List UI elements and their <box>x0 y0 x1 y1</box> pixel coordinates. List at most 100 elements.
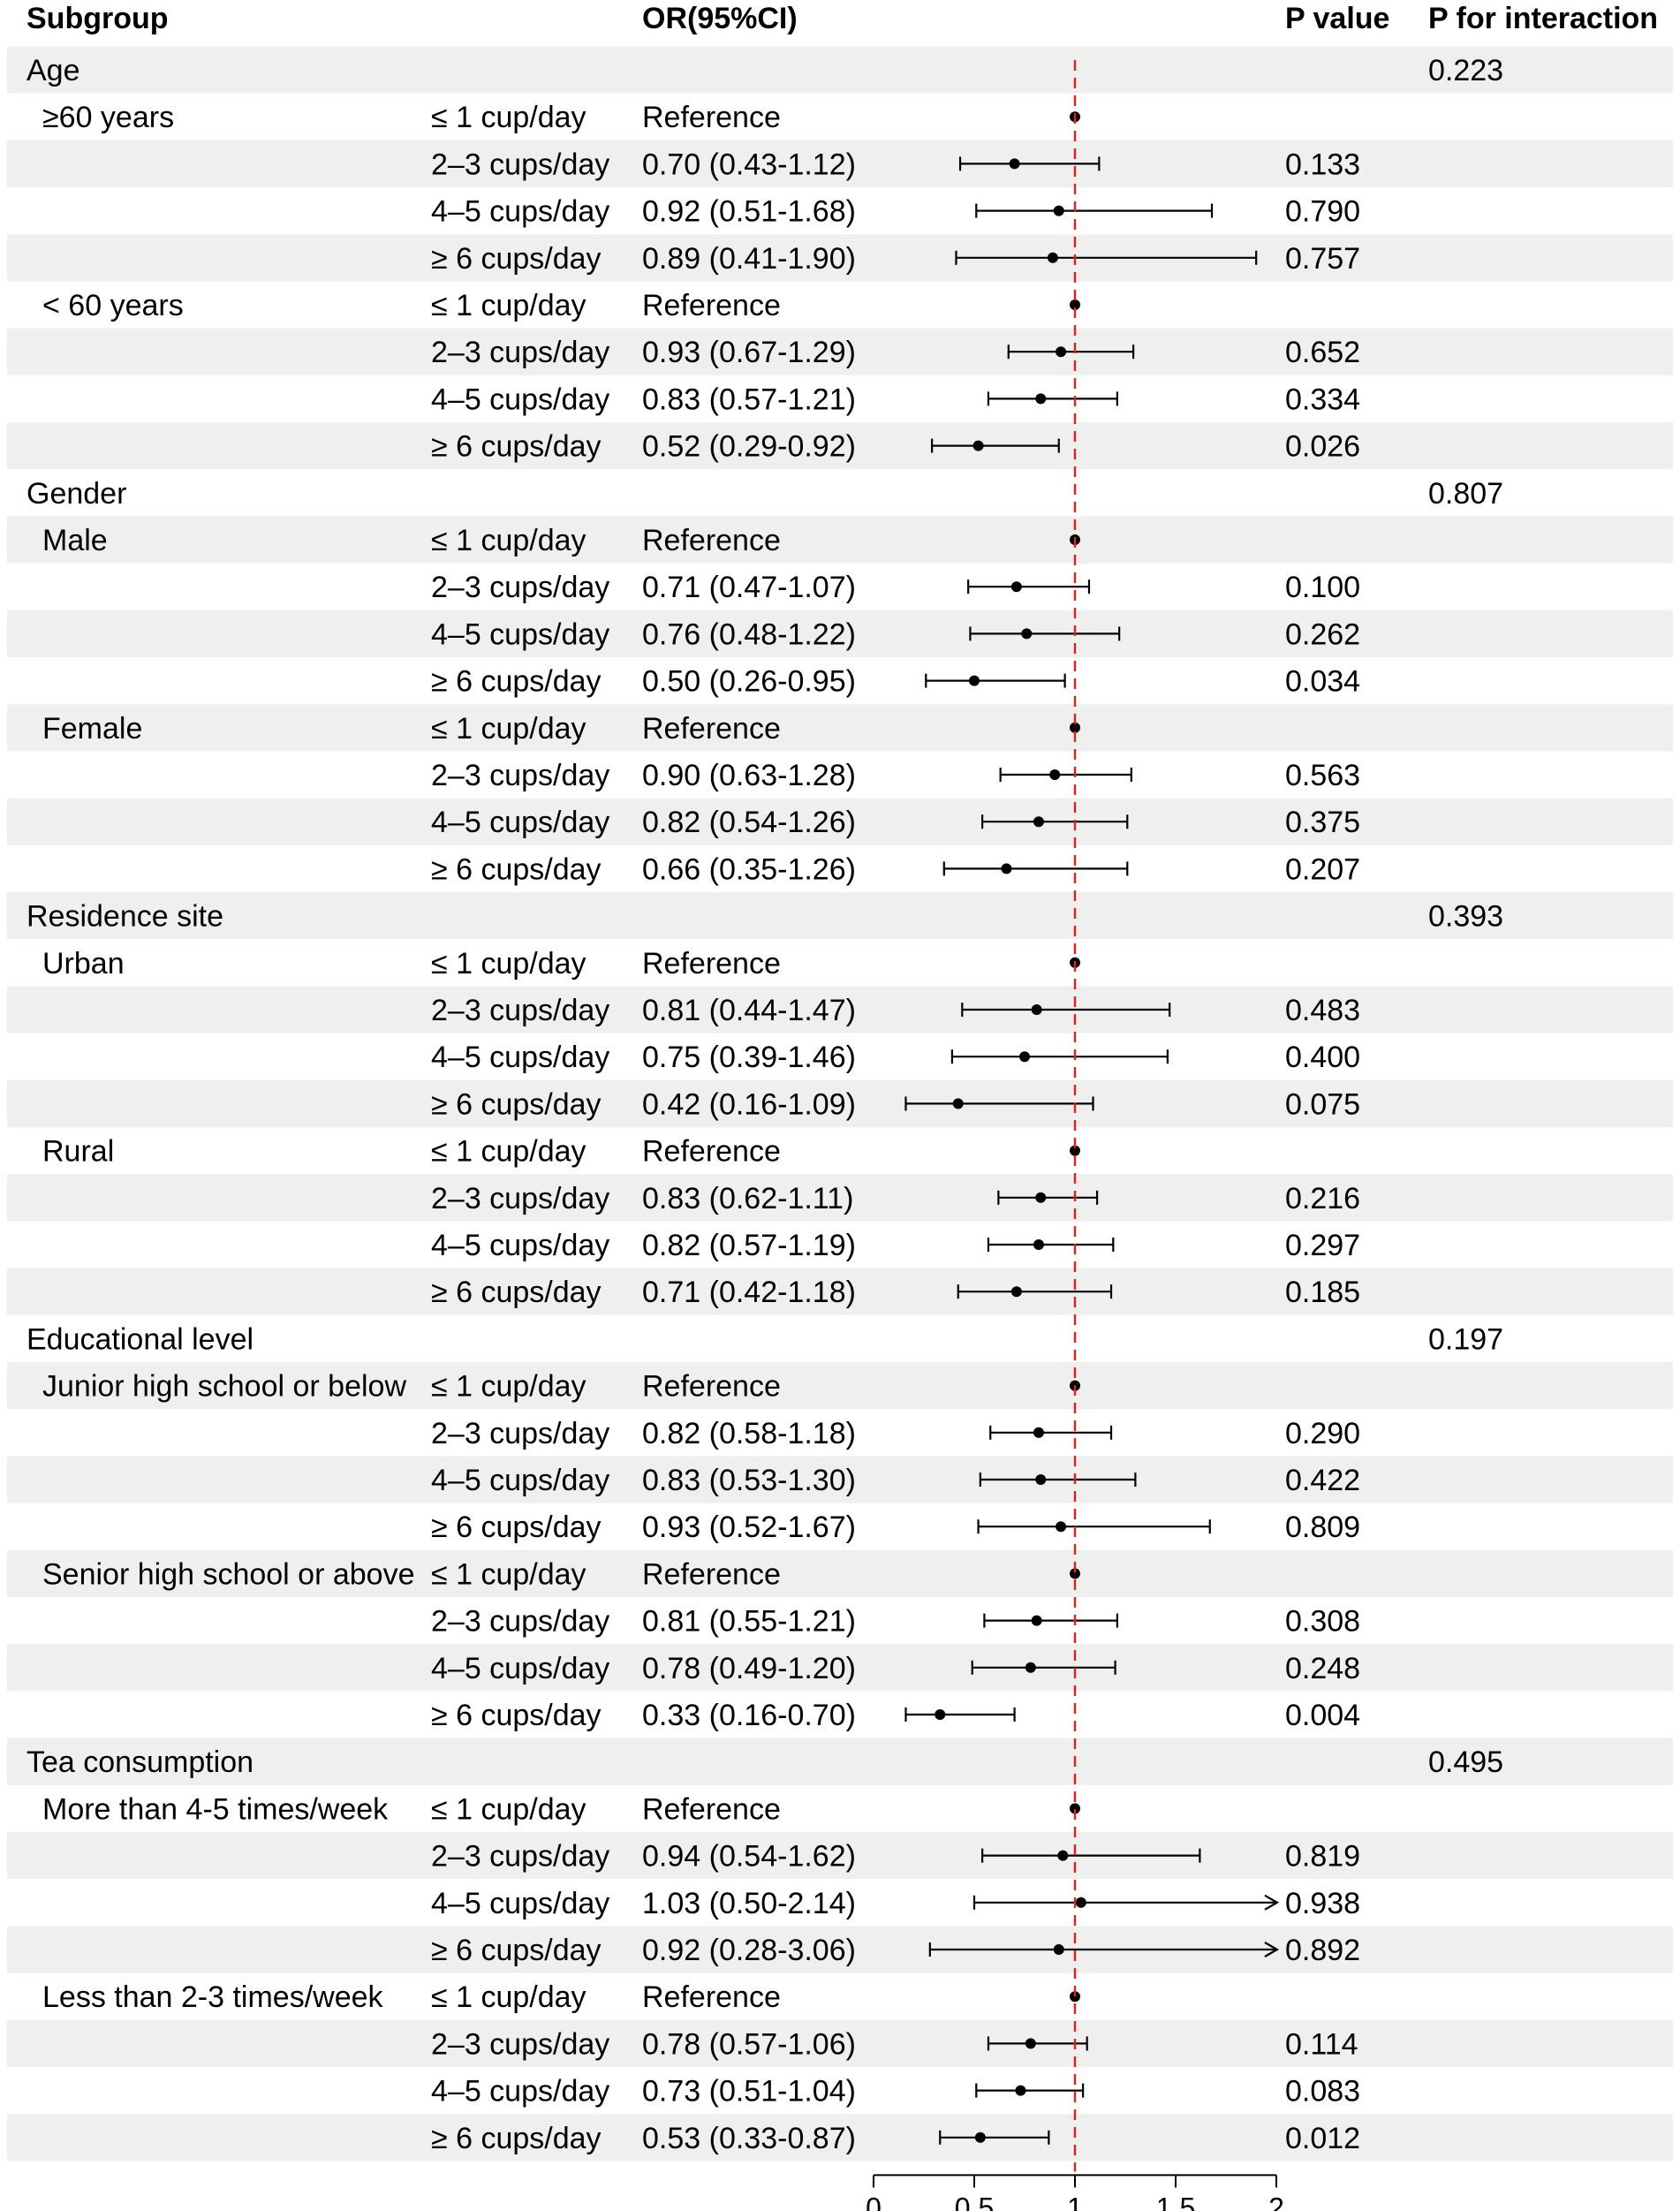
x-tick-label: 0.5 <box>955 2192 994 2211</box>
or-ci-value: 0.42 (0.16-1.09) <box>642 1087 856 1121</box>
or-ci-value: Reference <box>642 947 781 981</box>
subgroup-label: ≥60 years <box>42 101 174 134</box>
or-ci-value: 0.70 (0.43-1.12) <box>642 148 856 181</box>
dose-level-label: 4–5 cups/day <box>431 1887 609 1920</box>
subgroup-label: More than 4-5 times/week <box>42 1792 389 1826</box>
dose-level-label: ≥ 6 cups/day <box>431 430 602 464</box>
dose-level-label: 2–3 cups/day <box>431 1840 609 1874</box>
dose-level-label: 2–3 cups/day <box>431 2027 609 2061</box>
point-estimate <box>1070 299 1080 310</box>
p-interaction-value: 0.807 <box>1428 477 1503 511</box>
row-stripe <box>7 1738 1673 1785</box>
or-ci-value: 0.90 (0.63-1.28) <box>642 759 856 792</box>
row-stripe <box>7 234 1673 282</box>
point-estimate <box>1047 252 1058 263</box>
table-rows: Age 0.223 ≥60 years ≤ 1 cup/day Reference 2–3… <box>26 54 1503 2155</box>
point-estimate <box>1053 205 1064 216</box>
p-value: 0.652 <box>1285 336 1360 369</box>
p-value: 0.563 <box>1285 759 1360 792</box>
point-estimate <box>1070 1803 1080 1814</box>
point-estimate <box>1070 1568 1080 1579</box>
dose-level-label: 2–3 cups/day <box>431 759 609 792</box>
group-label: Tea consumption <box>26 1745 254 1779</box>
row-stripe <box>7 140 1673 187</box>
or-ci-value: Reference <box>642 1792 781 1826</box>
subgroup-label: Female <box>42 712 142 746</box>
point-estimate <box>1025 1662 1036 1673</box>
p-value: 0.004 <box>1285 1699 1360 1732</box>
subgroup-label: Rural <box>42 1135 114 1169</box>
p-value: 0.790 <box>1285 195 1360 229</box>
or-ci-value: 0.82 (0.57-1.19) <box>642 1229 856 1262</box>
p-value: 0.809 <box>1285 1511 1360 1544</box>
p-value: 0.297 <box>1285 1229 1360 1262</box>
dose-level-label: 4–5 cups/day <box>431 382 609 416</box>
dose-level-label: 4–5 cups/day <box>431 2075 609 2109</box>
row-stripe <box>7 1268 1673 1315</box>
point-estimate <box>969 675 980 686</box>
point-estimate <box>1001 863 1012 875</box>
point-estimate <box>1070 722 1080 733</box>
subgroup-label: < 60 years <box>42 289 184 322</box>
point-estimate <box>1010 1286 1022 1298</box>
or-ci-value: Reference <box>642 712 781 746</box>
group-label: Age <box>26 54 80 87</box>
or-ci-value: 0.78 (0.49-1.20) <box>642 1652 856 1685</box>
p-value: 0.892 <box>1285 1934 1360 1967</box>
p-value: 0.034 <box>1285 665 1360 699</box>
dose-level-label: ≥ 6 cups/day <box>431 1934 602 1967</box>
p-interaction-value: 0.197 <box>1428 1322 1503 1356</box>
p-value: 0.026 <box>1285 430 1360 464</box>
point-estimate <box>1035 393 1047 405</box>
point-estimate <box>1009 158 1020 170</box>
point-estimate <box>1070 1145 1080 1156</box>
subgroup-label: Junior high school or below <box>42 1370 406 1404</box>
p-value: 0.400 <box>1285 1041 1360 1074</box>
row-stripe <box>7 1456 1673 1503</box>
dose-level-label: ≥ 6 cups/day <box>431 2122 602 2155</box>
header-p-interaction: P for interaction <box>1428 2 1658 35</box>
dose-level-label: ≥ 6 cups/day <box>431 1511 602 1544</box>
p-interaction-value: 0.393 <box>1428 900 1503 934</box>
or-ci-value: 0.89 (0.41-1.90) <box>642 242 856 276</box>
p-value: 0.083 <box>1285 2075 1360 2109</box>
dose-level-label: ≥ 6 cups/day <box>431 852 602 886</box>
or-ci-value: 0.66 (0.35-1.26) <box>642 852 856 886</box>
or-ci-value: 0.93 (0.67-1.29) <box>642 336 856 369</box>
point-estimate <box>1015 2085 1026 2096</box>
or-ci-value: Reference <box>642 101 781 134</box>
p-value: 0.207 <box>1285 852 1360 886</box>
dose-level-label: 4–5 cups/day <box>431 1652 609 1685</box>
point-estimate <box>1010 581 1022 593</box>
row-stripe <box>7 46 1673 94</box>
row-stripe <box>7 1362 1673 1410</box>
point-estimate <box>1049 769 1061 780</box>
or-ci-value: 0.53 (0.33-0.87) <box>642 2122 856 2155</box>
header-p-value: P value <box>1285 2 1389 35</box>
dose-level-label: ≤ 1 cup/day <box>431 1135 586 1169</box>
header-subgroup: Subgroup <box>26 2 169 35</box>
row-stripe <box>7 1174 1673 1222</box>
x-tick-label: 0 <box>866 2192 882 2211</box>
x-tick-label: 1.5 <box>1156 2192 1195 2211</box>
x-tick-label: 1 <box>1067 2192 1083 2211</box>
or-ci-value: 0.50 (0.26-0.95) <box>642 665 856 699</box>
or-ci-value: 0.81 (0.55-1.21) <box>642 1605 856 1639</box>
row-stripe <box>7 986 1673 1034</box>
point-estimate <box>1031 1615 1042 1626</box>
p-value: 0.114 <box>1285 2027 1358 2061</box>
or-ci-value: 0.92 (0.51-1.68) <box>642 195 856 229</box>
or-ci-value: Reference <box>642 524 781 557</box>
point-estimate <box>1075 1897 1086 1908</box>
or-ci-value: 0.71 (0.42-1.18) <box>642 1276 856 1309</box>
or-ci-value: 0.52 (0.29-0.92) <box>642 430 856 464</box>
p-value: 0.262 <box>1285 617 1360 651</box>
row-stripes <box>7 46 1673 2162</box>
group-label: Gender <box>26 477 126 511</box>
dose-level-label: ≤ 1 cup/day <box>431 1792 586 1826</box>
dose-level-label: 2–3 cups/day <box>431 1417 609 1450</box>
point-estimate <box>1035 1192 1047 1203</box>
dose-level-label: ≥ 6 cups/day <box>431 1276 602 1309</box>
row-stripe <box>7 610 1673 657</box>
